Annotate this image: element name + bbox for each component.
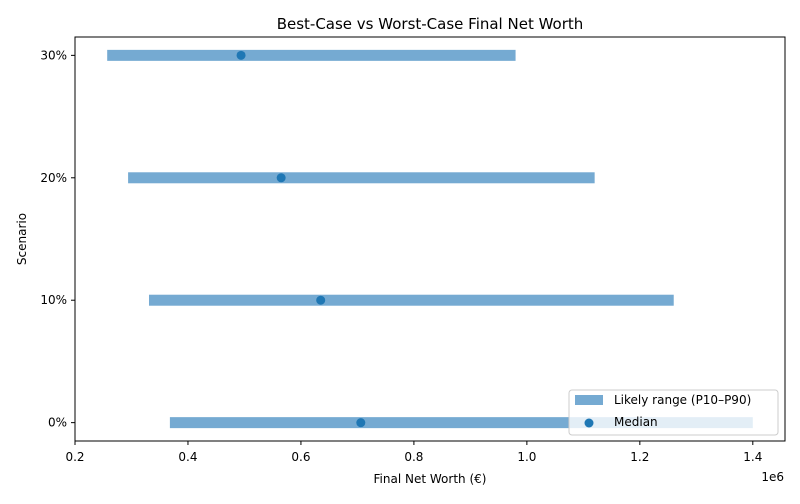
x-tick-label: 1.0 (517, 450, 536, 464)
legend: Likely range (P10–P90) Median (568, 389, 779, 436)
axes-frame (74, 36, 786, 442)
legend-marker-median (584, 418, 594, 428)
x-tick-label: 0.8 (404, 450, 423, 464)
median-point (316, 295, 326, 305)
legend-label-median: Median (614, 415, 658, 429)
median-point (236, 50, 246, 60)
x-scale-label: 1e6 (761, 470, 784, 484)
x-tick-label: 0.4 (178, 450, 197, 464)
median-point (276, 173, 286, 183)
chart-title: Best-Case vs Worst-Case Final Net Worth (277, 15, 584, 33)
y-tick-label: 30% (40, 48, 67, 62)
x-tick-label: 1.4 (743, 450, 762, 464)
x-tick-label: 0.6 (291, 450, 310, 464)
range-bar (169, 417, 753, 429)
legend-swatch-range (575, 395, 603, 405)
range-bar (107, 49, 516, 61)
x-axis-label: Final Net Worth (€) (374, 472, 487, 486)
legend-label-range: Likely range (P10–P90) (614, 393, 751, 407)
y-tick-label: 20% (40, 171, 67, 185)
range-bar (148, 294, 674, 306)
x-tick-label: 0.2 (65, 450, 84, 464)
median-point (356, 418, 366, 428)
y-tick-label: 0% (48, 416, 67, 430)
y-axis-label: Scenario (15, 213, 29, 265)
range-bar (128, 172, 595, 184)
legend-box (568, 389, 779, 436)
y-tick-label: 10% (40, 293, 67, 307)
x-tick-label: 1.2 (630, 450, 649, 464)
